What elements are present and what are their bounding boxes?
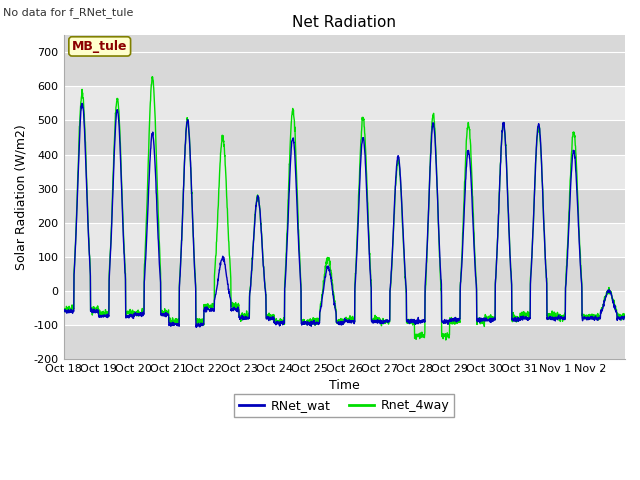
RNet_wat: [545, 316, 553, 322]
Rnet_4way: [60, 306, 67, 312]
Rnet_4way: [621, 312, 629, 318]
Bar: [63, 155, 625, 189]
RNet_wat: [614, 315, 621, 321]
Rnet_4way: [514, 315, 522, 321]
Bar: [63, 291, 625, 325]
Rnet_4way: [148, 74, 156, 80]
RNet_wat: [78, 100, 86, 106]
Bar: [63, 223, 625, 257]
Rnet_4way: [545, 311, 553, 316]
Rnet_4way: [116, 123, 124, 129]
Rnet_4way: [442, 337, 450, 343]
Line: Rnet_4way: Rnet_4way: [63, 77, 625, 340]
Legend: RNet_wat, Rnet_4way: RNet_wat, Rnet_4way: [234, 395, 454, 418]
Text: No data for f_RNet_tule: No data for f_RNet_tule: [3, 7, 134, 18]
RNet_wat: [237, 315, 245, 321]
Rnet_4way: [614, 315, 621, 321]
RNet_wat: [193, 324, 200, 330]
Text: MB_tule: MB_tule: [72, 40, 127, 53]
Rnet_4way: [378, 321, 386, 326]
Rnet_4way: [237, 313, 245, 319]
Bar: [63, 86, 625, 120]
RNet_wat: [621, 314, 629, 320]
Line: RNet_wat: RNet_wat: [63, 103, 625, 327]
RNet_wat: [116, 140, 124, 146]
Y-axis label: Solar Radiation (W/m2): Solar Radiation (W/m2): [15, 124, 28, 270]
RNet_wat: [60, 308, 67, 313]
Title: Net Radiation: Net Radiation: [292, 15, 396, 30]
RNet_wat: [514, 316, 522, 322]
RNet_wat: [379, 319, 387, 325]
X-axis label: Time: Time: [329, 379, 360, 392]
